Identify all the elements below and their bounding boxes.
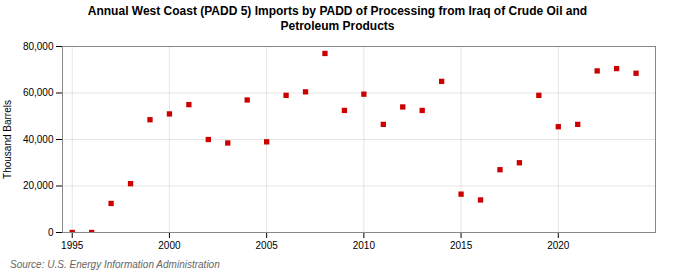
svg-text:80,000: 80,000 (23, 41, 54, 52)
svg-text:1995: 1995 (61, 240, 84, 251)
svg-text:0: 0 (48, 227, 54, 238)
svg-text:20,000: 20,000 (23, 180, 54, 191)
svg-text:2015: 2015 (450, 240, 473, 251)
svg-text:Thousand Barrels: Thousand Barrels (2, 100, 13, 179)
svg-text:2010: 2010 (353, 240, 376, 251)
html-text:Source: U.S. Energy Informatio: Source: U.S. Energy Information Administ… (10, 259, 220, 270)
svg-text:40,000: 40,000 (23, 134, 54, 145)
svg-text:2020: 2020 (547, 240, 570, 251)
svg-text:2000: 2000 (158, 240, 181, 251)
html-text:Annual West Coast (PADD 5) Imp: Annual West Coast (PADD 5) Imports by PA… (87, 4, 588, 33)
svg-text:60,000: 60,000 (23, 87, 54, 98)
svg-text:2005: 2005 (256, 240, 279, 251)
